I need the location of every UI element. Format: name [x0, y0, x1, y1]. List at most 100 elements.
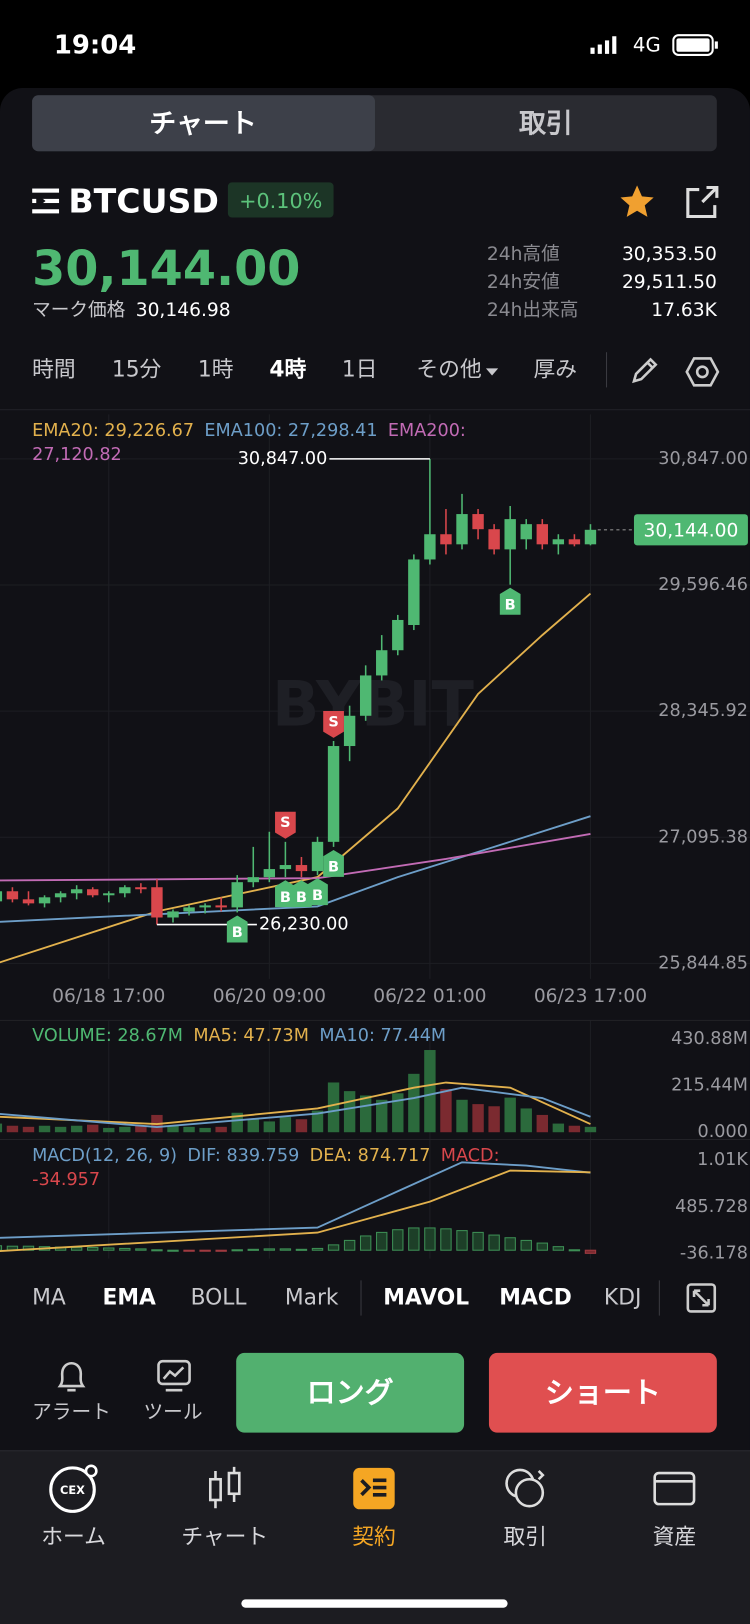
indicator-line [0, 832, 591, 882]
status-icons [590, 34, 718, 56]
chart-nav-icon[interactable] [204, 1465, 245, 1513]
alert-icon[interactable] [54, 1358, 89, 1395]
indicator-tab[interactable]: MA [32, 1285, 66, 1310]
ema-legend: EMA20: 29,226.67 EMA100: 27,298.41 EMA200:… [32, 420, 519, 468]
indicator-tab[interactable]: MAVOL [383, 1285, 470, 1310]
interval[interactable]: 15分 [111, 356, 162, 382]
nav-label[interactable]: 取引 [503, 1524, 547, 1550]
sell-signal [275, 811, 296, 839]
legend-item: MA10: 77.44M [319, 1025, 447, 1047]
volume-bar [167, 1125, 179, 1133]
buy-signal [291, 880, 312, 908]
home-icon[interactable]: CEX [48, 1463, 102, 1517]
interval[interactable]: 1時 [197, 356, 234, 382]
volume-bar [22, 1126, 35, 1133]
separator [658, 1280, 660, 1316]
indicator-line [0, 1161, 591, 1239]
indicator-tab[interactable]: EMA [102, 1285, 156, 1310]
macd-bar [247, 1248, 259, 1251]
volume-bar [376, 1099, 388, 1133]
signal-text: B [328, 860, 339, 876]
candle-body [392, 619, 404, 651]
indicator-tab[interactable]: KDJ [603, 1285, 642, 1310]
short-button[interactable] [488, 1352, 717, 1433]
assets-nav-icon[interactable] [653, 1469, 699, 1508]
macd-bar [70, 1247, 83, 1251]
candle-body [215, 905, 227, 908]
symbol[interactable]: BTCUSD [68, 181, 219, 221]
volume-bar [38, 1125, 51, 1133]
candle-body [151, 887, 163, 918]
candle-body [440, 534, 452, 545]
menu-icon[interactable] [32, 187, 63, 214]
macd-bar [488, 1234, 500, 1251]
volume-bar [0, 1123, 3, 1133]
alert-label[interactable]: アラート [32, 1401, 111, 1424]
volume-bar [231, 1112, 243, 1133]
divider [0, 409, 750, 411]
interval[interactable]: 厚み [533, 356, 577, 382]
sell-signal [323, 710, 344, 738]
candle-body [327, 746, 340, 842]
x-tick-label: 06/23 17:00 [534, 986, 647, 1007]
legend-item: EMA20: 29,226.67 [32, 420, 195, 442]
buy-signal [226, 915, 248, 943]
indicator-line [0, 1086, 591, 1128]
candle-body [70, 889, 83, 894]
nav-label[interactable]: 契約 [352, 1524, 396, 1550]
volume-bar [520, 1108, 532, 1133]
nav-label[interactable]: チャート [181, 1524, 269, 1550]
mark-label: マーク価格 [32, 299, 126, 322]
signal-text: S [328, 714, 338, 730]
candle-body [536, 524, 548, 545]
status-network: 4G [632, 33, 661, 57]
nav-label[interactable]: ホーム [41, 1524, 106, 1550]
contract-nav-icon[interactable] [352, 1467, 396, 1511]
indicator-tab[interactable]: Mark [284, 1285, 339, 1310]
interval[interactable]: 4時 [269, 356, 307, 382]
short-label[interactable]: ショート [544, 1375, 661, 1410]
y-tick-label: 430.88M [671, 1029, 748, 1049]
volume-bar [440, 1088, 452, 1133]
candle-body [199, 905, 211, 908]
tab-chart[interactable] [32, 95, 375, 152]
macd-bar [295, 1248, 308, 1251]
nav-label[interactable]: 資産 [652, 1524, 697, 1550]
volume-bar [424, 1050, 436, 1133]
buy-signal [323, 849, 344, 877]
volume-bar [456, 1099, 468, 1133]
legend-item: MACD: -34.957 [32, 1145, 500, 1191]
settings-icon[interactable] [685, 354, 720, 389]
last-price-tag [633, 514, 748, 546]
long-button[interactable] [236, 1352, 465, 1433]
volume-bar [103, 1127, 115, 1133]
favorite-star[interactable] [618, 183, 655, 220]
indicator-tab[interactable]: MACD [499, 1285, 572, 1310]
status-time: 19:04 [53, 29, 137, 60]
buy-signal [307, 878, 328, 906]
draw-icon[interactable] [628, 354, 661, 387]
stat-value: 17.63K [651, 299, 717, 322]
tool-label[interactable]: ツール [143, 1401, 203, 1424]
macd-bar [424, 1227, 436, 1251]
watermark: BYBIT [272, 668, 474, 741]
long-label[interactable]: ロング [306, 1375, 394, 1410]
interval[interactable]: 1日 [341, 356, 378, 382]
volume-bar [279, 1117, 292, 1133]
y-tick-label: 1.01K [697, 1150, 748, 1170]
interval[interactable]: 時間 [32, 356, 76, 382]
interval[interactable]: その他 [416, 358, 499, 381]
trade-nav-icon[interactable] [501, 1465, 549, 1513]
macd-bar [456, 1230, 468, 1251]
candle-body [295, 865, 308, 872]
expand-icon[interactable] [686, 1282, 717, 1313]
x-tick-label: 06/22 01:00 [373, 986, 486, 1007]
macd-bar [376, 1231, 388, 1251]
share-icon[interactable] [684, 183, 721, 220]
indicator-tab[interactable]: BOLL [190, 1285, 247, 1310]
y-tick-label: 27,095.38 [658, 827, 748, 847]
volume-bar [488, 1106, 500, 1133]
tab-label: チャート [149, 108, 257, 140]
tool-icon[interactable] [155, 1358, 192, 1395]
macd-bar [119, 1247, 131, 1251]
